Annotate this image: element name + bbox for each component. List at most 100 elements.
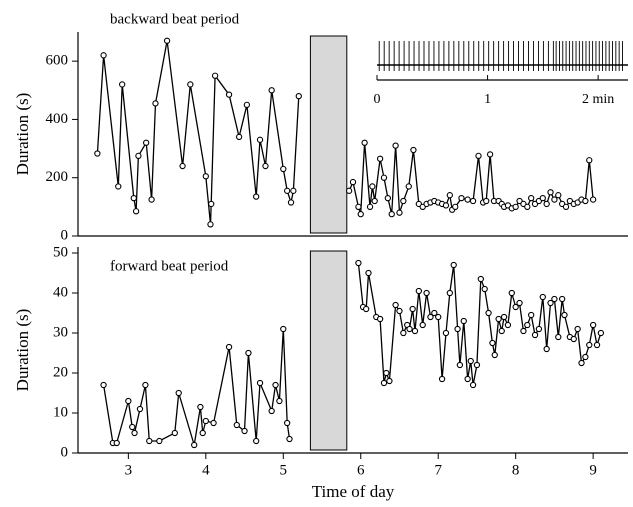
data-point <box>94 150 101 157</box>
data-point <box>543 345 550 353</box>
data-point <box>485 309 492 317</box>
y-tick-label: 0 <box>61 227 69 243</box>
data-point <box>286 435 293 443</box>
data-point <box>491 351 498 359</box>
data-point <box>199 429 206 437</box>
data-point <box>500 313 508 321</box>
data-point <box>284 187 291 194</box>
data-point <box>454 325 461 333</box>
y-axis-label: Duration (s) <box>13 309 32 392</box>
data-point <box>119 81 126 88</box>
data-point <box>361 139 368 146</box>
data-point <box>225 343 233 351</box>
data-point <box>376 315 384 323</box>
data-point <box>586 157 593 164</box>
data-point <box>574 325 581 333</box>
data-point <box>438 375 446 383</box>
data-point <box>597 329 605 337</box>
data-point <box>262 162 269 170</box>
data-point <box>129 423 136 431</box>
data-point <box>405 183 412 190</box>
data-point <box>280 165 287 173</box>
data-point <box>210 419 217 427</box>
data-point <box>202 417 209 425</box>
data-point <box>197 403 204 411</box>
x-tick-label: 6 <box>357 462 365 478</box>
data-point <box>245 349 252 357</box>
data-point <box>516 299 523 307</box>
data-point <box>253 437 260 445</box>
y-axis-label: Duration (s) <box>13 93 32 176</box>
data-point <box>284 419 291 427</box>
data-point <box>589 196 597 203</box>
data-point <box>396 307 403 315</box>
data-point <box>272 381 279 389</box>
y-tick-label: 40 <box>53 284 68 300</box>
data-point <box>136 405 144 413</box>
data-point <box>125 397 132 405</box>
data-point <box>276 397 283 405</box>
data-point <box>495 315 502 323</box>
data-point <box>458 194 465 202</box>
x-tick-label: 3 <box>125 462 133 478</box>
x-tick-label: 8 <box>512 462 520 478</box>
data-point <box>148 196 155 203</box>
data-point <box>555 192 562 199</box>
data-point <box>211 72 219 79</box>
x-tick-label: 1 <box>484 92 491 107</box>
y-tick-label: 20 <box>53 364 68 380</box>
data-point <box>512 203 519 211</box>
data-point <box>411 327 419 335</box>
data-point <box>386 377 393 385</box>
data-point <box>384 194 392 202</box>
data-point <box>202 173 209 180</box>
data-point <box>547 189 554 196</box>
x-tick-label: 7 <box>434 462 442 478</box>
data-line <box>102 262 602 446</box>
data-point <box>113 439 120 447</box>
data-point <box>586 341 593 349</box>
data-point <box>143 139 150 146</box>
data-point <box>132 208 140 215</box>
data-point <box>593 341 601 349</box>
data-point <box>388 210 395 218</box>
data-point <box>582 197 589 205</box>
x-tick-label: 4 <box>202 462 210 478</box>
x-tick-label: 2 min <box>582 92 614 107</box>
data-point <box>187 81 194 88</box>
data-point <box>376 155 384 162</box>
data-point <box>524 203 531 211</box>
data-point <box>483 197 490 205</box>
shaded-interval <box>309 35 348 234</box>
y-tick-label: 10 <box>53 404 68 420</box>
data-point <box>235 133 243 141</box>
data-point <box>115 183 122 190</box>
data-point <box>256 379 264 387</box>
data-point <box>578 359 585 367</box>
data-point <box>469 197 477 205</box>
data-point <box>473 361 481 369</box>
x-tick-label: 5 <box>280 462 288 478</box>
data-point <box>380 174 388 181</box>
data-point <box>559 295 566 303</box>
data-point <box>287 199 295 206</box>
panel-label: backward beat period <box>110 11 240 27</box>
data-point <box>531 331 539 339</box>
data-point <box>435 313 442 321</box>
data-point <box>163 37 171 44</box>
data-point <box>295 92 302 100</box>
shaded-interval <box>309 250 348 451</box>
data-point <box>486 151 494 158</box>
data-point <box>464 196 471 203</box>
data-point <box>146 437 153 445</box>
data-point <box>268 407 275 415</box>
y-tick-label: 400 <box>46 111 69 127</box>
data-point <box>383 369 390 377</box>
data-point <box>539 194 546 202</box>
data-point <box>366 203 374 211</box>
data-point <box>400 197 407 205</box>
y-tick-label: 600 <box>46 53 69 69</box>
x-tick-label: 0 <box>374 92 381 107</box>
data-point <box>130 194 137 202</box>
